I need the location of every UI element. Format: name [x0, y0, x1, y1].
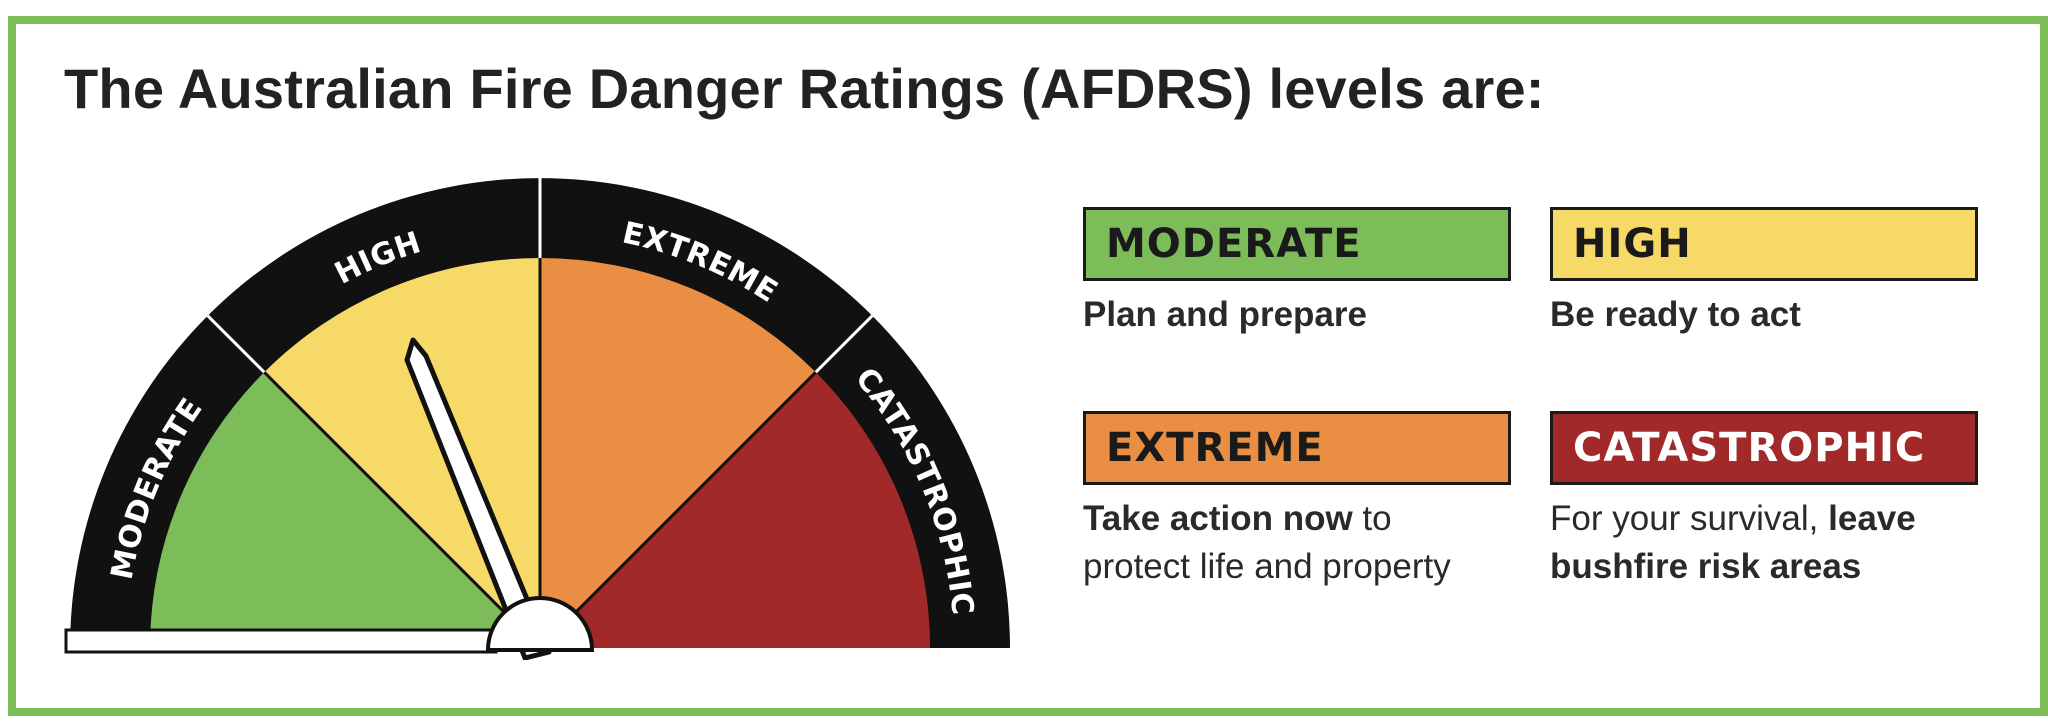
- rating-badge-high: HIGH: [1550, 207, 1978, 281]
- rating-badge-moderate: MODERATE: [1083, 207, 1511, 281]
- gauge-wedges: [150, 258, 930, 648]
- rating-desc-catastrophic: For your survival, leave bushfire risk a…: [1550, 495, 1980, 591]
- rating-desc-part: For your survival,: [1550, 499, 1829, 538]
- rating-desc-high: Be ready to act: [1550, 291, 1978, 339]
- rating-desc-part: Take action now: [1083, 499, 1353, 538]
- rating-desc-moderate: Plan and prepare: [1083, 291, 1511, 339]
- rating-catastrophic: CATASTROPHIC For your survival, leave bu…: [1550, 411, 1978, 591]
- rating-desc-extreme: Take action now to protect life and prop…: [1083, 495, 1503, 591]
- rating-desc-part: leave bushfire risk areas: [1550, 499, 1916, 586]
- gauge-dividers: [206, 178, 874, 650]
- rating-desc-part: Plan and prepare: [1083, 295, 1367, 334]
- page-title: The Australian Fire Danger Ratings (AFDR…: [64, 57, 1545, 120]
- gauge-band-divider: [206, 314, 266, 374]
- gauge-wedge-catastrophic: [540, 372, 930, 648]
- gauge-wedge-high: [264, 258, 540, 648]
- rating-desc-part: Be ready to act: [1550, 295, 1801, 334]
- gauge-wedge-extreme: [540, 258, 816, 648]
- gauge-hub: [485, 596, 595, 652]
- rating-badge-catastrophic: CATASTROPHIC: [1550, 411, 1978, 485]
- rating-badge-extreme: EXTREME: [1083, 411, 1511, 485]
- gauge-wedge-divider: [263, 371, 542, 650]
- gauge-wedge-moderate: [150, 372, 540, 648]
- rating-high: HIGH Be ready to act: [1550, 207, 1978, 339]
- rating-extreme: EXTREME Take action now to protect life …: [1083, 411, 1511, 591]
- border-frame: [8, 16, 2048, 716]
- gauge-needle: [404, 337, 552, 660]
- gauge-band-divider: [814, 314, 874, 374]
- gauge-baseline-bar: [64, 628, 498, 654]
- gauge-wedge-divider: [538, 371, 817, 650]
- rating-moderate: MODERATE Plan and prepare: [1083, 207, 1511, 339]
- rating-desc-part: to protect life and property: [1083, 499, 1451, 586]
